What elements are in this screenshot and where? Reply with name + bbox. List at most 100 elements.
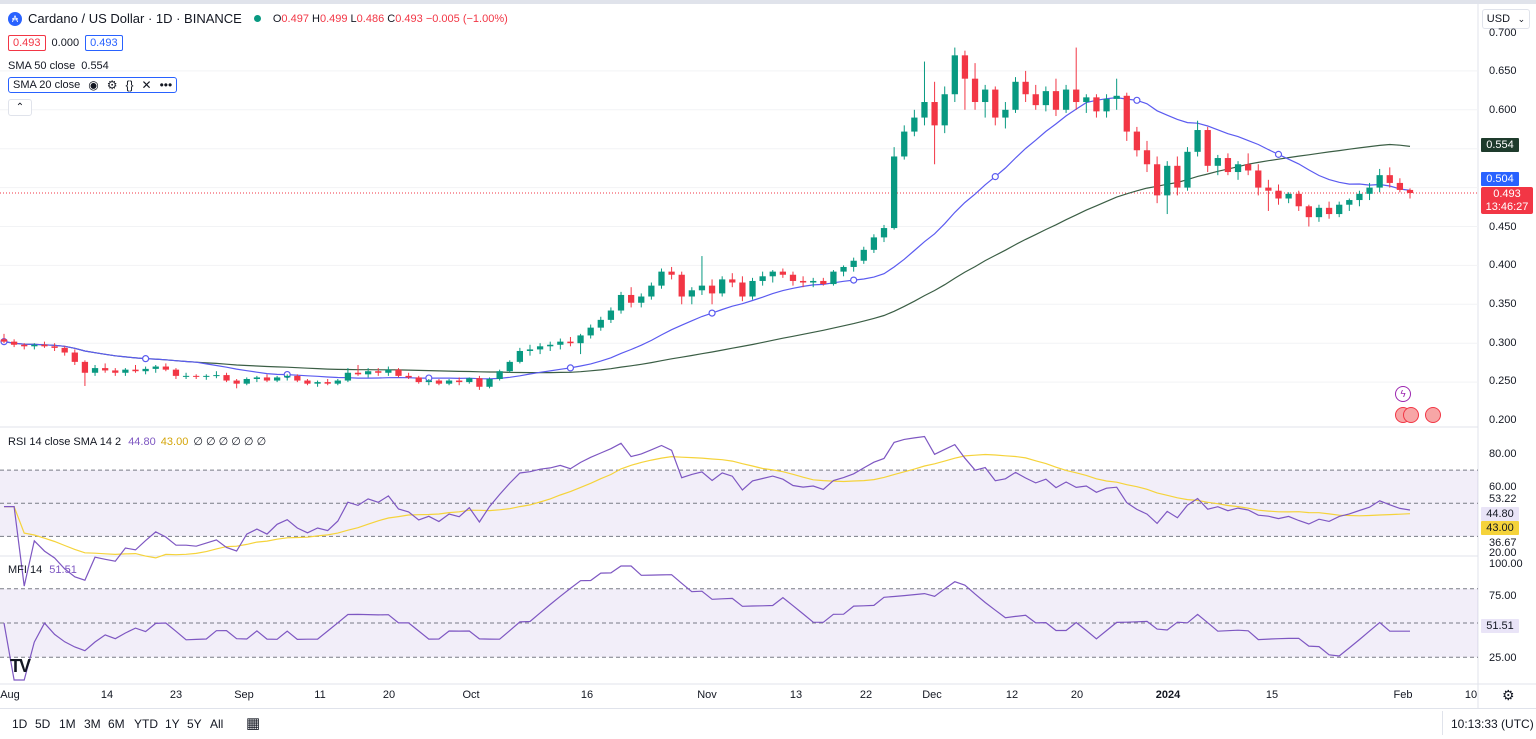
candle-body — [708, 285, 716, 294]
time-axis-label: 16 — [580, 689, 594, 701]
time-axis-label: 20 — [1070, 689, 1084, 701]
source-code-icon[interactable]: {} — [125, 78, 134, 92]
sma20-marker — [1133, 96, 1141, 104]
candle-body — [1285, 193, 1292, 199]
candle-body — [1265, 187, 1272, 191]
close-icon[interactable]: ✕ — [141, 78, 152, 92]
candle-body — [1083, 97, 1090, 103]
timeframe-5y[interactable]: 5Y — [187, 717, 202, 731]
ask-price[interactable]: 0.493 — [85, 35, 123, 51]
candle-body — [435, 380, 443, 384]
candle-body — [769, 271, 776, 277]
mfi-legend[interactable]: MFI 14 51.51 — [8, 564, 77, 576]
candle-body — [213, 375, 220, 377]
sma50-legend[interactable]: SMA 50 close 0.554 — [8, 60, 109, 72]
candle-body — [415, 377, 422, 383]
clock-timezone[interactable]: 10:13:33 (UTC) — [1451, 717, 1534, 731]
timeframe-1d[interactable]: 1D — [12, 717, 28, 731]
timeframe-ytd[interactable]: YTD — [134, 717, 158, 731]
time-axis-label: 23 — [169, 689, 183, 701]
time-axis-label: 2024 — [1155, 689, 1181, 701]
timeframe-all[interactable]: All — [210, 717, 224, 731]
candle-body — [304, 380, 311, 384]
price-axis-label: 0.200 — [1489, 414, 1517, 426]
candle-body — [334, 380, 341, 384]
candle-body — [1336, 204, 1343, 215]
timeframe-6m[interactable]: 6M — [108, 717, 125, 731]
price-axis-label: 0.250 — [1489, 375, 1517, 387]
tradingview-logo[interactable]: TV — [10, 656, 31, 676]
candle-body — [1295, 193, 1302, 207]
time-axis-label: 11 — [314, 689, 326, 701]
candle-body — [1396, 182, 1404, 190]
lightning-event-icon[interactable]: ϟ — [1395, 386, 1411, 402]
market-open-icon — [253, 15, 261, 22]
candle-body — [971, 78, 979, 103]
candle-body — [668, 271, 675, 275]
sma20-legend-box[interactable]: SMA 20 close ◉ ⚙ {} ✕ ••• — [8, 77, 178, 93]
bid-price[interactable]: 0.493 — [8, 35, 46, 51]
timeframe-3m[interactable]: 3M — [84, 717, 101, 731]
currency-select[interactable]: USD ⌄ — [1482, 9, 1530, 29]
candle-body — [617, 294, 625, 311]
candle-body — [1366, 187, 1373, 194]
candle-body — [122, 369, 129, 373]
rsi-legend[interactable]: RSI 14 close SMA 14 2 44.80 43.00 ∅ ∅ ∅ … — [8, 435, 266, 448]
candle-body — [628, 294, 635, 303]
more-icon[interactable]: ••• — [159, 78, 173, 92]
timeframe-1m[interactable]: 1M — [59, 717, 76, 731]
candle-body — [739, 282, 746, 297]
candle-body — [1194, 130, 1201, 152]
candle-body — [506, 361, 513, 372]
sma20-legend[interactable]: SMA 20 close ◉ ⚙ {} ✕ ••• — [8, 77, 178, 93]
candle-body — [850, 260, 857, 267]
rsi-value-tag: 44.80 — [1481, 507, 1519, 521]
candle-body — [789, 274, 797, 281]
rsi-line — [4, 435, 1411, 587]
price-axis-label: 0.350 — [1489, 298, 1517, 310]
candle-body — [1164, 165, 1171, 196]
candle-body — [476, 378, 483, 387]
chart-canvas[interactable] — [0, 0, 1536, 708]
gear-icon[interactable]: ⚙ — [106, 78, 118, 92]
candle-body — [354, 372, 362, 375]
candle-body — [921, 102, 928, 118]
candle-body — [324, 382, 331, 384]
candle-body — [1103, 98, 1110, 112]
mfi-label: MFI 14 — [8, 564, 43, 576]
candle-body — [1133, 131, 1141, 151]
candle-body — [132, 369, 139, 372]
us-flag-event-icon[interactable] — [1403, 407, 1419, 423]
us-flag-event-icon[interactable] — [1425, 407, 1441, 423]
candle-body — [840, 266, 847, 272]
timeframe-5d[interactable]: 5D — [35, 717, 51, 731]
candle-body — [941, 94, 948, 126]
top-border — [0, 0, 1536, 4]
candle-body — [1012, 81, 1019, 110]
candle-body — [152, 366, 159, 369]
candle-body — [10, 341, 18, 345]
candle-body — [830, 271, 837, 285]
candle-body — [1356, 193, 1363, 201]
price-axis-label: 0.700 — [1489, 27, 1517, 39]
candle-body — [1275, 190, 1282, 199]
candle-body — [1002, 109, 1009, 118]
candle-body — [1093, 97, 1100, 112]
candle-body — [31, 344, 38, 347]
time-axis-label: Dec — [922, 689, 942, 701]
candle-body — [142, 368, 149, 372]
chevron-up-icon[interactable]: ⌃ — [8, 99, 32, 116]
eye-icon[interactable]: ◉ — [88, 78, 99, 92]
timeframe-1y[interactable]: 1Y — [165, 717, 180, 731]
time-axis-label: 20 — [382, 689, 396, 701]
candle-body — [496, 371, 503, 379]
calendar-range-icon[interactable]: ▦ — [246, 715, 261, 732]
mfi-axis-label: 100.00 — [1489, 558, 1523, 570]
bid-ask-row: 0.493 0.000 0.493 — [8, 35, 123, 51]
candle-body — [51, 346, 58, 348]
candle-body — [385, 369, 392, 373]
candle-body — [243, 378, 250, 384]
settings-gear-icon[interactable]: ⚙ — [1502, 687, 1515, 703]
symbol-title[interactable]: Cardano / US Dollar · 1D · BINANCE — [28, 11, 242, 26]
rsi-sma-line — [4, 453, 1411, 559]
